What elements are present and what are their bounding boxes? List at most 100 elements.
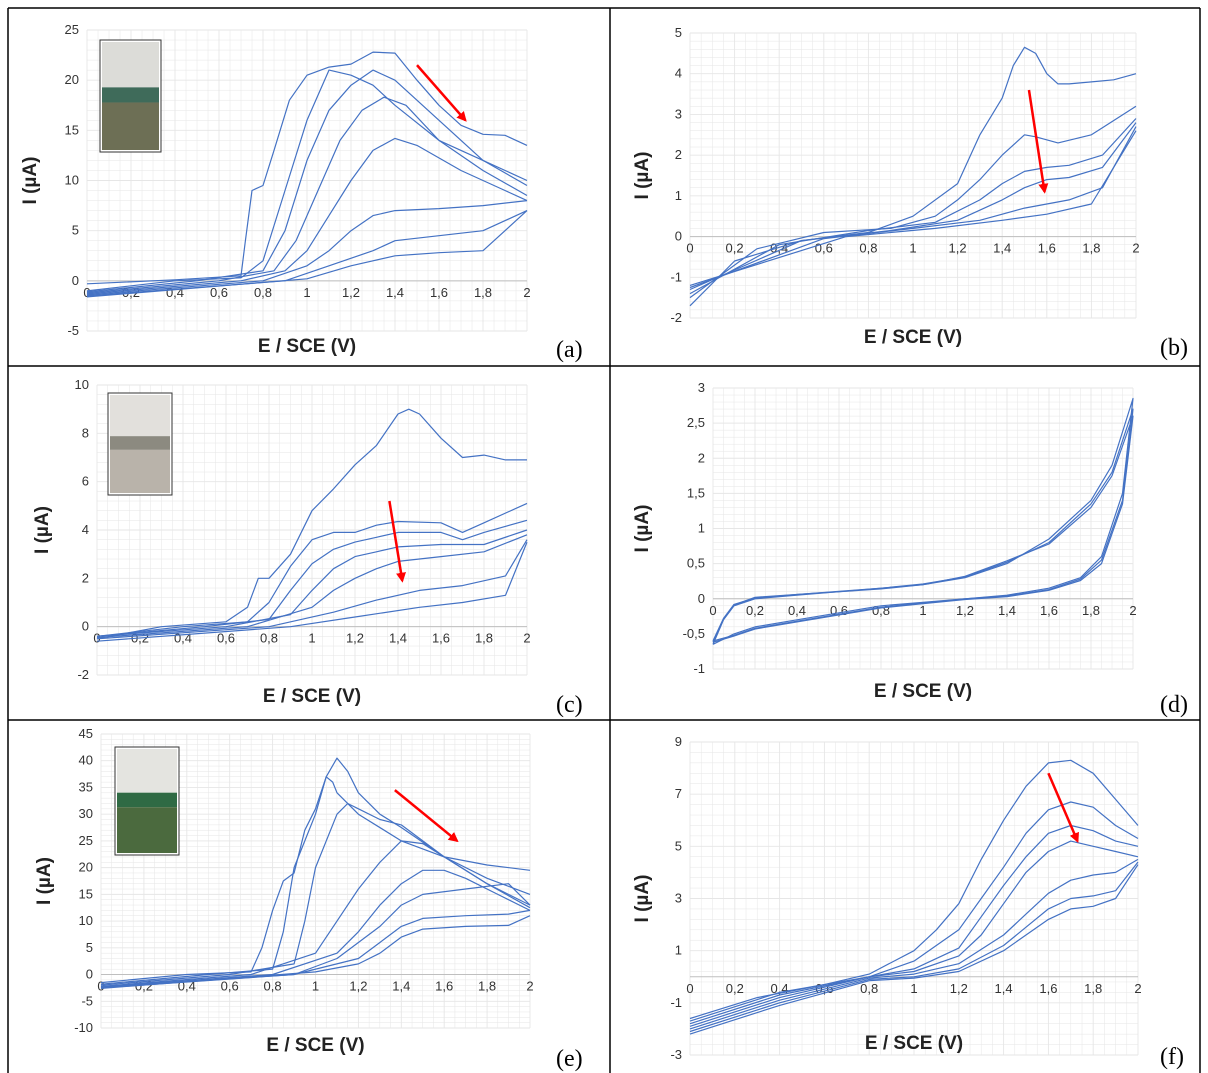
- y-tick-label: 2: [698, 450, 705, 465]
- panel-label: (c): [556, 692, 583, 718]
- x-tick-label: 1,2: [956, 603, 974, 618]
- x-tick-label: 1,6: [1040, 603, 1058, 618]
- y-axis-title: I (µA): [20, 157, 41, 205]
- y-tick-label: -0,5: [683, 626, 705, 641]
- y-tick-label: 0: [72, 273, 79, 288]
- vial-solution: [102, 102, 159, 150]
- y-tick-label: -5: [67, 323, 79, 338]
- vial-headspace: [102, 42, 159, 88]
- cv-series-line: [100, 757, 531, 985]
- x-tick-label: 1: [312, 979, 319, 994]
- plot-grid: [689, 32, 1137, 319]
- x-tick-label: 1,6: [430, 285, 448, 300]
- y-tick-label: 9: [675, 734, 682, 749]
- y-tick-label: 0,5: [687, 556, 705, 571]
- x-tick-label: 1,4: [995, 981, 1013, 996]
- cv-chart-panel: -1-0,500,511,522,530 0,2 0,4 0,6 0,8 1 1,2 1,4 1…: [632, 380, 1188, 718]
- cv-series-line: [86, 96, 528, 294]
- y-tick-label: 15: [79, 886, 93, 901]
- y-tick-label: 0: [698, 591, 705, 606]
- y-tick-label: 15: [65, 122, 79, 137]
- x-axis-title: E / SCE (V): [258, 336, 356, 357]
- y-tick-label: 3: [675, 891, 682, 906]
- x-tick-label: 0,8: [860, 981, 878, 996]
- cv-series-line: [96, 519, 528, 637]
- x-tick-label: 2: [523, 631, 530, 646]
- cv-series-line: [100, 776, 531, 984]
- cv-series-line: [96, 529, 528, 637]
- vial-photo-dark-green: [114, 746, 180, 856]
- y-tick-label: -1: [670, 995, 682, 1010]
- x-tick-label: 0,6: [221, 979, 239, 994]
- x-axis-title: E / SCE (V): [874, 681, 972, 702]
- y-tick-label: 1: [675, 188, 682, 203]
- series-group: [689, 759, 1139, 1035]
- y-tick-label: 7: [675, 786, 682, 801]
- x-tick-label: 1,2: [349, 979, 367, 994]
- y-tick-label: 5: [675, 838, 682, 853]
- y-tick-label: 5: [675, 25, 682, 40]
- x-tick-label: 0,6: [815, 241, 833, 256]
- panel-label: (b): [1160, 335, 1188, 361]
- y-tick-label: 6: [82, 474, 89, 489]
- vial-photo-green: [99, 39, 162, 153]
- cv-series-line: [100, 883, 531, 988]
- x-tick-label: 0: [93, 631, 100, 646]
- cv-series-line: [689, 861, 1139, 1033]
- y-tick-label: 1,5: [687, 485, 705, 500]
- cv-series-line: [712, 415, 1134, 643]
- x-tick-label: 1: [308, 631, 315, 646]
- x-tick-label: 1,8: [1082, 603, 1100, 618]
- trend-arrow: [1027, 89, 1049, 194]
- y-tick-label: 3: [675, 106, 682, 121]
- vial-band: [117, 792, 177, 808]
- y-tick-label: 25: [79, 833, 93, 848]
- y-tick-label: 40: [79, 753, 93, 768]
- y-tick-label: -5: [81, 993, 93, 1008]
- y-tick-label: 30: [79, 806, 93, 821]
- y-tick-label: 20: [65, 72, 79, 87]
- y-tick-label: 10: [65, 173, 79, 188]
- series-group: [100, 757, 531, 989]
- x-tick-label: 1,8: [474, 285, 492, 300]
- vial-band: [102, 87, 159, 103]
- x-tick-label: 2: [1134, 981, 1141, 996]
- series-group: [689, 46, 1137, 307]
- y-tick-label: -10: [74, 1020, 93, 1035]
- y-axis-title: I (µA): [632, 505, 653, 553]
- y-tick-label: 25: [65, 22, 79, 37]
- y-tick-label: -3: [670, 1047, 682, 1062]
- y-tick-label: -1: [670, 269, 682, 284]
- x-tick-label: 1,2: [950, 981, 968, 996]
- y-tick-label: 1: [698, 521, 705, 536]
- series-group: [712, 397, 1134, 645]
- cv-series-line: [86, 210, 528, 298]
- x-tick-label: 0,8: [260, 631, 278, 646]
- x-tick-label: 0: [709, 603, 716, 618]
- cv-series-line: [689, 840, 1139, 1027]
- y-tick-label: -1: [693, 661, 705, 676]
- x-tick-label: 1,6: [1038, 241, 1056, 256]
- cv-series-line: [86, 69, 528, 293]
- x-tick-label: 0: [686, 241, 693, 256]
- x-tick-label: 0,8: [254, 285, 272, 300]
- x-tick-label: 0,2: [726, 981, 744, 996]
- x-tick-label: 1: [910, 981, 917, 996]
- x-tick-label: 1,8: [478, 979, 496, 994]
- x-tick-label: 0,8: [264, 979, 282, 994]
- vial-band: [110, 436, 170, 450]
- cv-series-line: [100, 840, 531, 987]
- y-tick-label: 0: [86, 967, 93, 982]
- cv-series-line: [689, 126, 1137, 289]
- x-tick-label: 1,4: [993, 241, 1011, 256]
- x-axis-title: E / SCE (V): [263, 686, 361, 707]
- x-tick-label: 1,4: [998, 603, 1016, 618]
- trend-arrow: [1047, 772, 1079, 843]
- trend-arrow: [388, 500, 406, 583]
- x-tick-label: 1,4: [392, 979, 410, 994]
- y-axis-title: I (µA): [32, 506, 53, 554]
